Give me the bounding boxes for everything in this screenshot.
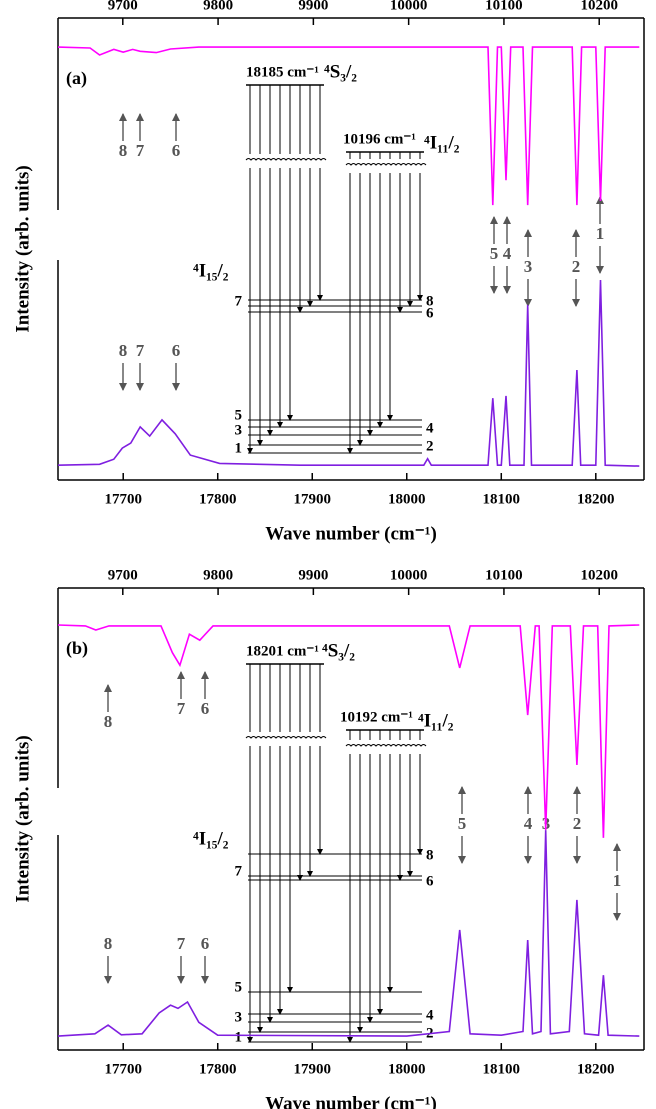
upper-level-term: ⁴S₃/₂ — [324, 61, 357, 82]
level-number: 6 — [426, 305, 434, 321]
level-number: 1 — [235, 1029, 243, 1045]
axis-break-wave — [245, 736, 327, 739]
peak-label: 1 — [613, 871, 622, 890]
x2-tick-label: 10200 — [580, 567, 618, 583]
x-tick-label: 18100 — [483, 491, 521, 507]
x-axis-title: Wave number (cm⁻¹) — [265, 523, 437, 544]
peak-label: 8 — [104, 934, 113, 953]
x-tick-label: 18200 — [577, 491, 615, 507]
x-tick-label: 17700 — [104, 491, 142, 507]
middle-level-term: ⁴I₁₁/₂ — [418, 710, 454, 731]
ground-level-term: ⁴I₁₅/₂ — [193, 260, 229, 281]
level-number: 7 — [235, 293, 243, 309]
middle-level-term: ⁴I₁₁/₂ — [424, 132, 460, 153]
panel: 17700 17800 17900 18000 18100 18200 9700 9800 99… — [12, 567, 645, 1109]
x2-tick-label: 9900 — [298, 567, 328, 583]
x-axis-title: Wave number (cm⁻¹) — [265, 1093, 437, 1109]
x2-tick-label: 9700 — [108, 0, 138, 13]
upper-level-energy: 18201 cm⁻¹ — [246, 643, 319, 659]
spectrum-line — [58, 624, 640, 838]
y-axis-title: Intensity (arb. units) — [12, 735, 33, 902]
level-number: 8 — [426, 293, 434, 309]
middle-level-energy: 10192 cm⁻¹ — [340, 709, 413, 725]
x-tick-label: 18100 — [483, 1061, 521, 1077]
x2-tick-label: 9700 — [108, 567, 138, 583]
x2-tick-label: 9800 — [203, 567, 233, 583]
x-tick-label: 17700 — [104, 1061, 142, 1077]
ground-level-term: ⁴I₁₅/₂ — [193, 828, 229, 849]
level-number: 2 — [426, 438, 434, 454]
peak-label: 4 — [503, 244, 512, 263]
panel-label: (a) — [66, 68, 87, 89]
x2-tick-label: 10000 — [390, 0, 428, 13]
x2-tick-label: 10100 — [485, 567, 523, 583]
peak-label: 7 — [177, 699, 186, 718]
peak-label: 2 — [573, 814, 582, 833]
axis-break-wave — [345, 744, 427, 747]
y-axis-title: Intensity (arb. units) — [12, 165, 33, 332]
level-number: 3 — [235, 422, 243, 438]
upper-level-energy: 18185 cm⁻¹ — [246, 64, 319, 80]
x-tick-label: 18000 — [388, 491, 426, 507]
peak-label: 1 — [596, 224, 605, 243]
level-number: 5 — [235, 407, 243, 423]
level-number: 4 — [426, 1007, 434, 1023]
peak-label: 6 — [201, 934, 210, 953]
spectrum-line — [58, 46, 640, 206]
spectrum-line — [58, 830, 640, 1037]
x-tick-label: 17900 — [293, 491, 331, 507]
axis-break-wave — [345, 163, 427, 166]
level-number: 4 — [426, 420, 434, 436]
peak-label: 4 — [524, 814, 533, 833]
panel: 17700 17800 17900 18000 18100 18200 9700 9800 99… — [12, 0, 645, 544]
level-number: 8 — [426, 847, 434, 863]
level-number: 1 — [235, 440, 243, 456]
level-number: 3 — [235, 1009, 243, 1025]
x2-tick-label: 9800 — [203, 0, 233, 13]
x-tick-label: 17900 — [293, 1061, 331, 1077]
peak-label: 7 — [136, 341, 145, 360]
x2-tick-label: 10000 — [390, 567, 428, 583]
axis-break-wave — [245, 158, 327, 161]
peak-label: 2 — [572, 257, 581, 276]
spectrum-line — [58, 279, 640, 467]
peak-label: 5 — [490, 244, 499, 263]
peak-label: 8 — [119, 341, 128, 360]
peak-label: 8 — [104, 712, 113, 731]
x2-tick-label: 10100 — [485, 0, 523, 13]
upper-level-term: ⁴S₃/₂ — [322, 640, 355, 661]
panel-label: (b) — [66, 638, 88, 659]
peak-label: 5 — [458, 814, 467, 833]
peak-label: 8 — [119, 141, 128, 160]
x2-tick-label: 9900 — [298, 0, 328, 13]
middle-level-energy: 10196 cm⁻¹ — [343, 131, 416, 147]
x2-tick-label: 10200 — [580, 0, 618, 13]
x-tick-label: 17800 — [199, 1061, 237, 1077]
x-tick-label: 18000 — [388, 1061, 426, 1077]
level-number: 7 — [235, 863, 243, 879]
x-tick-label: 17800 — [199, 491, 237, 507]
peak-label: 6 — [172, 341, 181, 360]
peak-label: 7 — [177, 934, 186, 953]
peak-label: 3 — [524, 257, 533, 276]
level-number: 6 — [426, 873, 434, 889]
peak-label: 7 — [136, 141, 145, 160]
peak-label: 6 — [201, 699, 210, 718]
x-tick-label: 18200 — [577, 1061, 615, 1077]
level-number: 5 — [235, 979, 243, 995]
peak-label: 6 — [172, 141, 181, 160]
